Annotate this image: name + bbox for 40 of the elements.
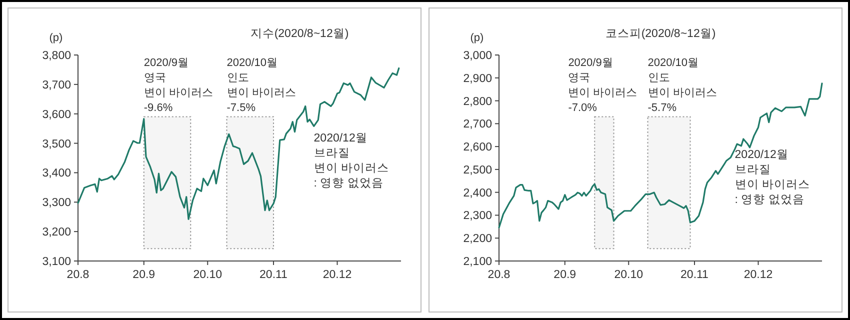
- y-tick-label: 2,500: [463, 164, 492, 176]
- x-tick-label: 20.12: [322, 269, 352, 281]
- y-axis-title: (p): [49, 32, 63, 44]
- annotation: 2020/12월 브라질 변이 바이러스 : 영향 없었음: [314, 132, 389, 190]
- x-tick-label: 20.9: [132, 269, 156, 281]
- band-label: 2020/10월 인도 변이 바이러스 -5.7%: [648, 56, 717, 114]
- y-tick-label: 3,400: [42, 168, 71, 180]
- line-series: [77, 67, 400, 220]
- band-label: 2020/9월 영국 변이 바이러스 -9.6%: [144, 56, 213, 114]
- x-tick-label: 20.10: [193, 269, 222, 281]
- y-tick-label: 2,100: [463, 256, 492, 268]
- x-tick-label: 20.11: [680, 269, 708, 281]
- y-tick-label: 3,600: [42, 108, 71, 121]
- y-tick-label: 3,500: [42, 138, 71, 150]
- line-series: [498, 82, 823, 228]
- x-tick-label: 20.8: [488, 269, 510, 281]
- y-tick-label: 2,900: [463, 72, 492, 85]
- x-tick-label: 20.10: [614, 269, 644, 281]
- y-tick-label: 2,600: [463, 142, 492, 154]
- y-tick-label: 2,200: [463, 233, 492, 246]
- chart-title: 지수(2020/8~12월): [250, 28, 349, 40]
- y-tick-label: 2,400: [463, 187, 492, 200]
- y-tick-label: 2,800: [463, 96, 492, 108]
- band-label: 2020/10월 인도 변이 바이러스 -7.5%: [226, 56, 296, 114]
- y-tick-label: 3,800: [42, 50, 71, 62]
- y-tick-label: 3,700: [42, 79, 71, 92]
- y-tick-label: 2,700: [463, 118, 492, 131]
- y-tick-label: 2,300: [463, 210, 492, 222]
- x-tick-label: 20.8: [66, 269, 90, 281]
- band-label: 2020/9월 영국 변이 바이러스 -7.0%: [568, 56, 638, 114]
- x-tick-label: 20.12: [744, 269, 773, 281]
- x-tick-label: 20.11: [260, 269, 288, 281]
- y-tick-label: 3,000: [463, 50, 492, 62]
- y-axis-title: (p): [470, 32, 484, 44]
- y-tick-label: 3,200: [42, 226, 71, 239]
- chart-title: 코스피(2020/8~12월): [605, 28, 716, 40]
- x-tick-label: 20.9: [554, 269, 576, 281]
- annotation: 2020/12월 브라질 변이 바이러스 : 영향 없었음: [734, 149, 810, 206]
- y-tick-label: 3,300: [42, 197, 71, 210]
- y-tick-label: 3,100: [42, 256, 71, 268]
